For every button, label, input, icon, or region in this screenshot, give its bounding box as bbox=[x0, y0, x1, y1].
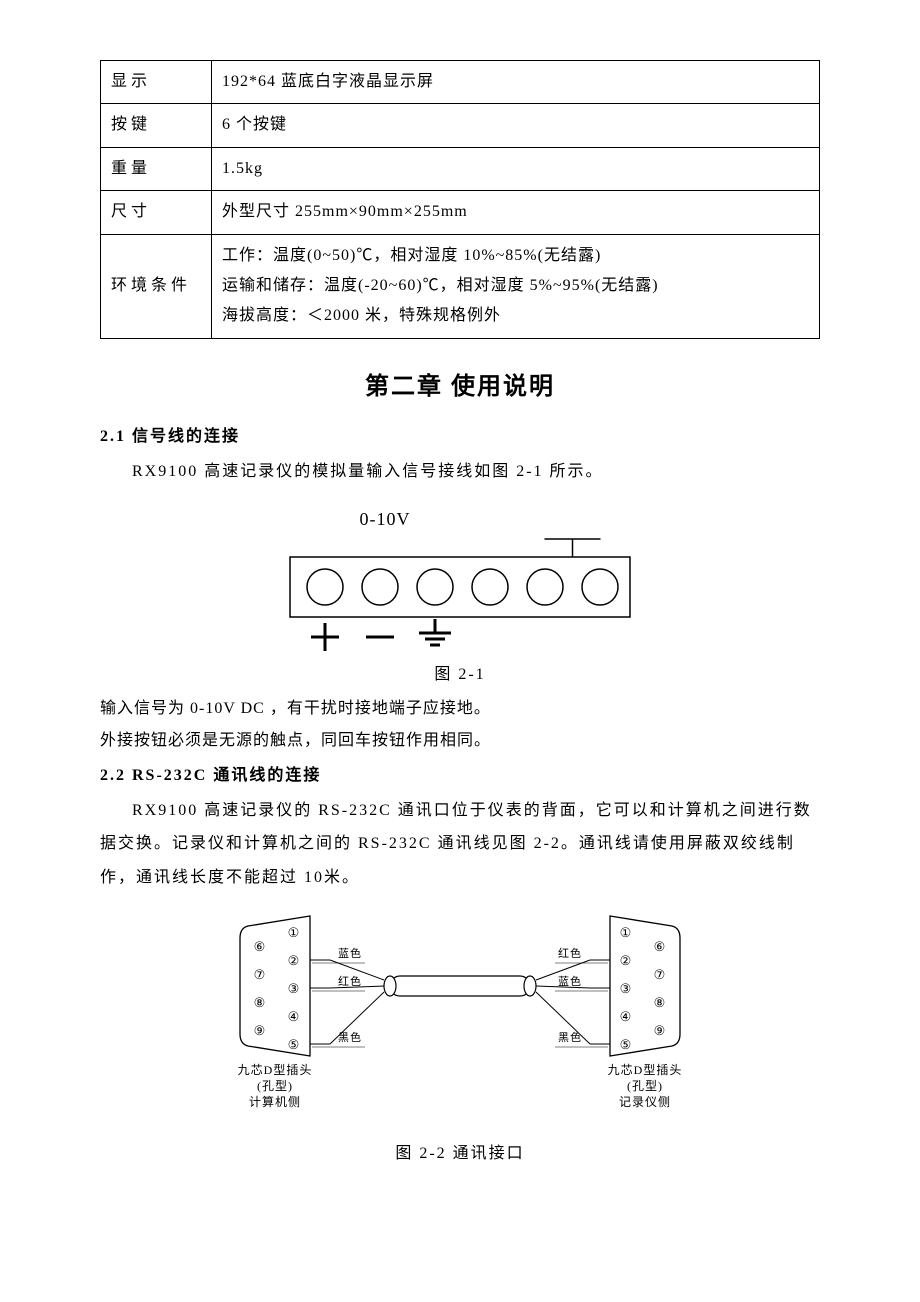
figure-2-2-diagram: ①②③④⑤⑥⑦⑧⑨①②③④⑤⑥⑦⑧⑨蓝色红色黑色红色蓝色黑色九芯D型插头(孔型)… bbox=[190, 906, 730, 1136]
section-2-1-title: 2.1 信号线的连接 bbox=[100, 425, 820, 449]
svg-text:⑤: ⑤ bbox=[288, 1037, 301, 1052]
svg-text:红色: 红色 bbox=[338, 974, 362, 988]
table-value: 外型尺寸 255mm×90mm×255mm bbox=[212, 191, 820, 234]
svg-text:⑨: ⑨ bbox=[654, 1023, 667, 1038]
table-key: 环境条件 bbox=[101, 234, 212, 338]
figure-2-1-caption: 图 2-1 bbox=[100, 663, 820, 687]
spec-table: 显示192*64 蓝底白字液晶显示屏按键6 个按键重量1.5kg尺寸外型尺寸 2… bbox=[100, 60, 820, 339]
svg-text:蓝色: 蓝色 bbox=[558, 974, 582, 988]
svg-text:黑色: 黑色 bbox=[338, 1030, 362, 1044]
svg-text:⑨: ⑨ bbox=[254, 1023, 267, 1038]
table-row: 重量1.5kg bbox=[101, 147, 820, 190]
figure-2-1: 0-10V bbox=[100, 506, 820, 657]
svg-text:⑤: ⑤ bbox=[620, 1037, 633, 1052]
table-row: 按键6 个按键 bbox=[101, 104, 820, 147]
table-value: 工作：温度(0~50)℃，相对湿度 10%~85%(无结露)运输和储存：温度(-… bbox=[212, 234, 820, 338]
svg-text:②: ② bbox=[288, 953, 301, 968]
svg-text:(孔型): (孔型) bbox=[627, 1079, 663, 1093]
table-key: 按键 bbox=[101, 104, 212, 147]
svg-text:(孔型): (孔型) bbox=[257, 1079, 293, 1093]
figure-2-1-top-label: 0-10V bbox=[360, 506, 411, 533]
svg-text:⑥: ⑥ bbox=[254, 939, 267, 954]
svg-text:③: ③ bbox=[620, 981, 633, 996]
svg-text:记录仪侧: 记录仪侧 bbox=[619, 1095, 671, 1109]
svg-text:⑦: ⑦ bbox=[654, 967, 667, 982]
table-value: 1.5kg bbox=[212, 147, 820, 190]
figure-2-1-note-2: 外接按钮必须是无源的触点，同回车按钮作用相同。 bbox=[100, 727, 820, 754]
svg-text:①: ① bbox=[620, 925, 633, 940]
svg-text:⑥: ⑥ bbox=[654, 939, 667, 954]
table-key: 重量 bbox=[101, 147, 212, 190]
svg-text:②: ② bbox=[620, 953, 633, 968]
section-2-2-paragraph: RX9100 高速记录仪的 RS-232C 通讯口位于仪表的背面，它可以和计算机… bbox=[100, 794, 820, 895]
svg-text:蓝色: 蓝色 bbox=[338, 946, 362, 960]
table-row: 尺寸外型尺寸 255mm×90mm×255mm bbox=[101, 191, 820, 234]
svg-text:黑色: 黑色 bbox=[558, 1030, 582, 1044]
figure-2-2-caption: 图 2-2 通讯接口 bbox=[100, 1142, 820, 1166]
section-2-2-title: 2.2 RS-232C 通讯线的连接 bbox=[100, 764, 820, 788]
table-row: 显示192*64 蓝底白字液晶显示屏 bbox=[101, 61, 820, 104]
svg-text:③: ③ bbox=[288, 981, 301, 996]
svg-text:九芯D型插头: 九芯D型插头 bbox=[608, 1063, 683, 1077]
table-row: 环境条件工作：温度(0~50)℃，相对湿度 10%~85%(无结露)运输和储存：… bbox=[101, 234, 820, 338]
svg-text:红色: 红色 bbox=[558, 946, 582, 960]
svg-text:④: ④ bbox=[288, 1009, 301, 1024]
svg-text:计算机侧: 计算机侧 bbox=[249, 1094, 301, 1109]
svg-text:①: ① bbox=[288, 925, 301, 940]
svg-text:⑧: ⑧ bbox=[654, 995, 667, 1010]
figure-2-2: ①②③④⑤⑥⑦⑧⑨①②③④⑤⑥⑦⑧⑨蓝色红色黑色红色蓝色黑色九芯D型插头(孔型)… bbox=[100, 906, 820, 1136]
table-key: 尺寸 bbox=[101, 191, 212, 234]
section-2-1-paragraph: RX9100 高速记录仪的模拟量输入信号接线如图 2-1 所示。 bbox=[100, 455, 820, 489]
svg-text:⑦: ⑦ bbox=[254, 967, 267, 982]
chapter-title: 第二章 使用说明 bbox=[100, 369, 820, 405]
svg-text:九芯D型插头: 九芯D型插头 bbox=[238, 1063, 313, 1077]
table-value: 192*64 蓝底白字液晶显示屏 bbox=[212, 61, 820, 104]
table-key: 显示 bbox=[101, 61, 212, 104]
svg-text:⑧: ⑧ bbox=[254, 995, 267, 1010]
svg-text:④: ④ bbox=[620, 1009, 633, 1024]
table-value: 6 个按键 bbox=[212, 104, 820, 147]
figure-2-1-diagram bbox=[280, 537, 640, 657]
figure-2-1-note-1: 输入信号为 0-10V DC ，有干扰时接地端子应接地。 bbox=[100, 695, 820, 722]
